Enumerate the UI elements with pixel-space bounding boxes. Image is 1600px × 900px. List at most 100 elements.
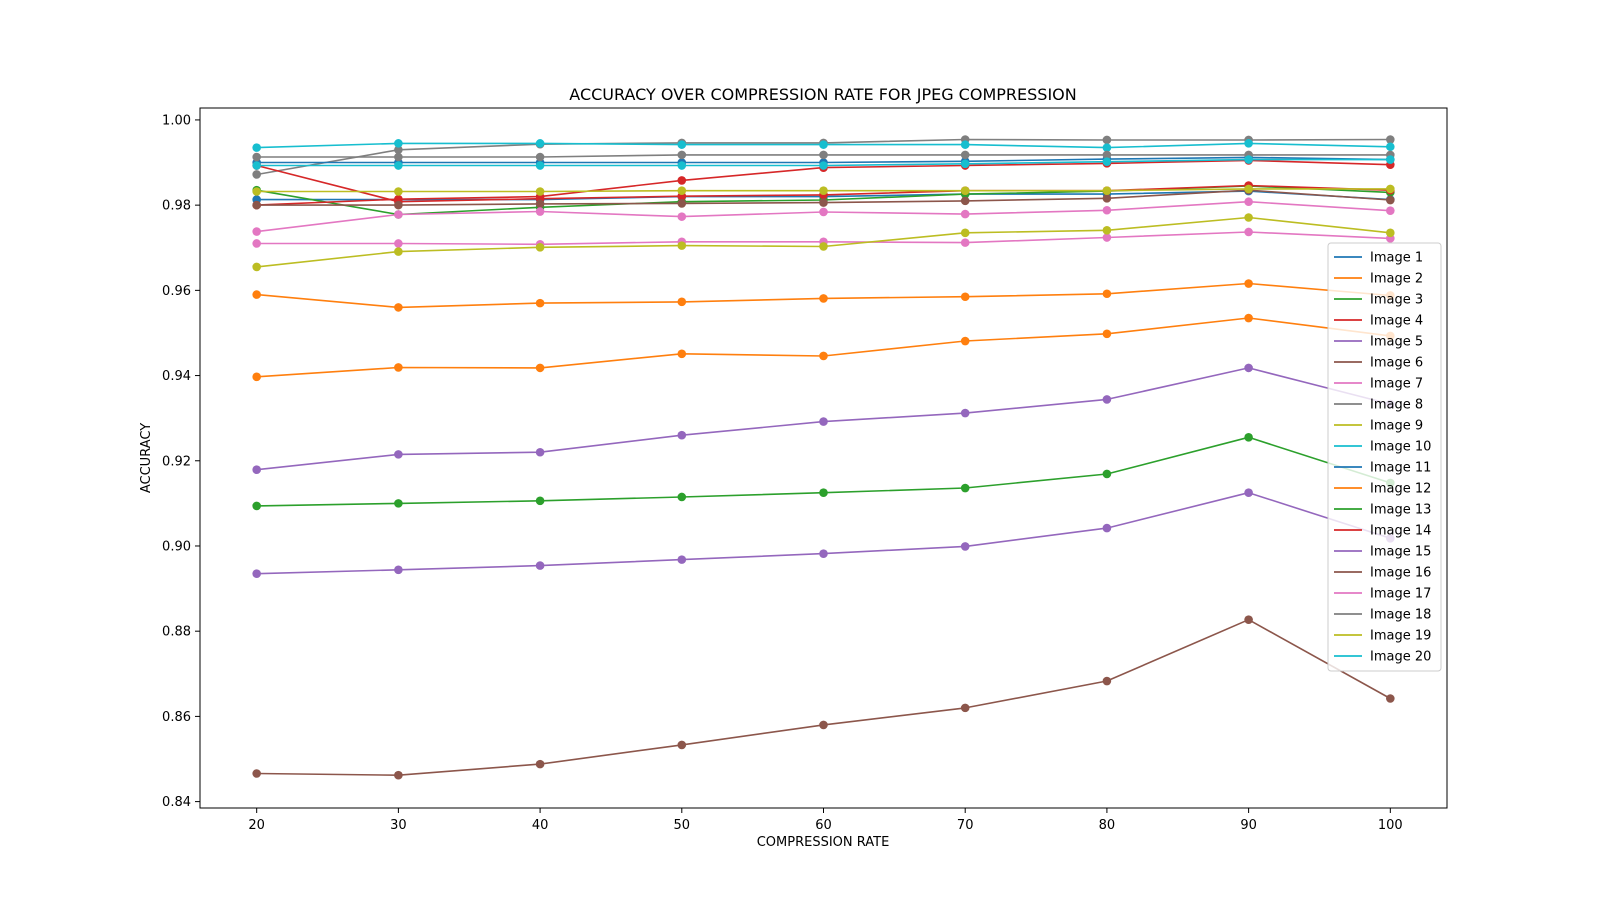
x-tick-label: 70 <box>957 818 974 833</box>
data-point <box>677 176 687 185</box>
data-point <box>1244 433 1253 442</box>
legend-label: Image 18 <box>1370 608 1431 623</box>
legend-label: Image 2 <box>1370 272 1423 287</box>
data-point <box>1102 150 1112 160</box>
data-point <box>394 210 403 219</box>
legend-item: Image 20 <box>1334 650 1431 665</box>
x-tick-label: 30 <box>390 818 407 833</box>
data-point <box>252 143 261 152</box>
data-point <box>394 200 403 210</box>
data-point <box>1244 155 1253 164</box>
legend-item: Image 4 <box>1334 314 1423 329</box>
data-point <box>1102 205 1112 215</box>
data-point <box>1102 186 1112 195</box>
data-point <box>960 408 970 418</box>
legend-item: Image 13 <box>1334 503 1431 518</box>
data-point <box>1244 227 1253 237</box>
data-point <box>394 499 403 508</box>
data-point <box>819 242 828 251</box>
data-point <box>394 145 403 155</box>
legend-item: Image 1 <box>1334 251 1423 266</box>
legend-label: Image 1 <box>1370 251 1423 266</box>
chart-title: ACCURACY OVER COMPRESSION RATE FOR JPEG … <box>569 85 1076 104</box>
y-axis-title: ACCURACY <box>139 423 154 493</box>
data-point <box>1102 135 1112 145</box>
data-point <box>819 488 828 498</box>
data-point <box>677 297 687 307</box>
data-point <box>819 198 828 207</box>
legend-item: Image 3 <box>1334 293 1423 308</box>
series-19 <box>252 184 1395 196</box>
data-point <box>1386 694 1395 703</box>
x-tick-label: 100 <box>1378 818 1403 833</box>
x-tick-label: 90 <box>1240 818 1257 833</box>
y-tick-label: 0.98 <box>162 199 191 214</box>
series-9 <box>252 213 1395 272</box>
legend-label: Image 5 <box>1370 335 1423 350</box>
data-point <box>819 186 828 195</box>
data-point <box>1102 143 1112 152</box>
data-point <box>1244 615 1253 624</box>
y-tick-label: 0.84 <box>162 795 191 810</box>
data-point <box>1244 139 1253 148</box>
data-point <box>819 549 828 558</box>
data-point <box>677 161 687 170</box>
legend-item: Image 17 <box>1334 587 1431 602</box>
data-point <box>1244 279 1253 288</box>
data-point <box>960 238 970 247</box>
data-point <box>677 212 687 221</box>
data-point <box>394 450 403 459</box>
data-point <box>394 187 403 196</box>
data-point <box>677 150 687 160</box>
y-tick-label: 0.96 <box>162 284 191 299</box>
legend-item: Image 6 <box>1334 356 1423 371</box>
legend-item: Image 5 <box>1334 335 1423 350</box>
x-tick-label: 80 <box>1099 818 1116 833</box>
y-tick-label: 0.86 <box>162 710 191 725</box>
legend-label: Image 19 <box>1370 629 1431 644</box>
series-15 <box>252 488 1395 578</box>
x-tick-label: 40 <box>532 818 549 833</box>
data-point <box>1386 142 1395 152</box>
data-point <box>252 239 261 248</box>
data-point <box>1102 523 1112 533</box>
data-point <box>1102 676 1112 686</box>
data-point <box>394 565 403 575</box>
data-point <box>1386 206 1395 215</box>
series-10 <box>252 139 1395 152</box>
legend-label: Image 17 <box>1370 587 1431 602</box>
series-20 <box>252 155 1395 170</box>
data-point <box>394 161 403 170</box>
series-6 <box>252 615 1395 780</box>
legend-item: Image 11 <box>1334 461 1431 476</box>
data-point <box>677 349 687 359</box>
data-point <box>1386 184 1395 194</box>
x-tick-label: 20 <box>248 818 265 833</box>
series-layer <box>252 135 1395 780</box>
data-point <box>535 561 545 570</box>
data-point <box>1244 363 1253 373</box>
legend-item: Image 15 <box>1334 545 1431 560</box>
data-point <box>1386 195 1395 205</box>
data-point <box>252 372 261 382</box>
data-point <box>535 243 545 252</box>
data-point <box>535 447 545 457</box>
data-point <box>677 555 687 564</box>
legend-item: Image 2 <box>1334 272 1423 287</box>
data-point <box>1386 228 1395 238</box>
data-point <box>960 483 970 493</box>
data-point <box>960 150 970 160</box>
data-point <box>535 298 545 308</box>
data-point <box>1102 233 1112 242</box>
data-point <box>677 199 687 208</box>
legend-item: Image 14 <box>1334 524 1431 539</box>
y-tick-label: 0.88 <box>162 625 191 640</box>
data-point <box>1102 289 1112 299</box>
legend-item: Image 7 <box>1334 377 1423 392</box>
data-point <box>1244 197 1253 207</box>
legend-item: Image 19 <box>1334 629 1431 644</box>
data-point <box>1244 213 1253 222</box>
legend-item: Image 8 <box>1334 398 1423 413</box>
legend-label: Image 20 <box>1370 650 1431 665</box>
